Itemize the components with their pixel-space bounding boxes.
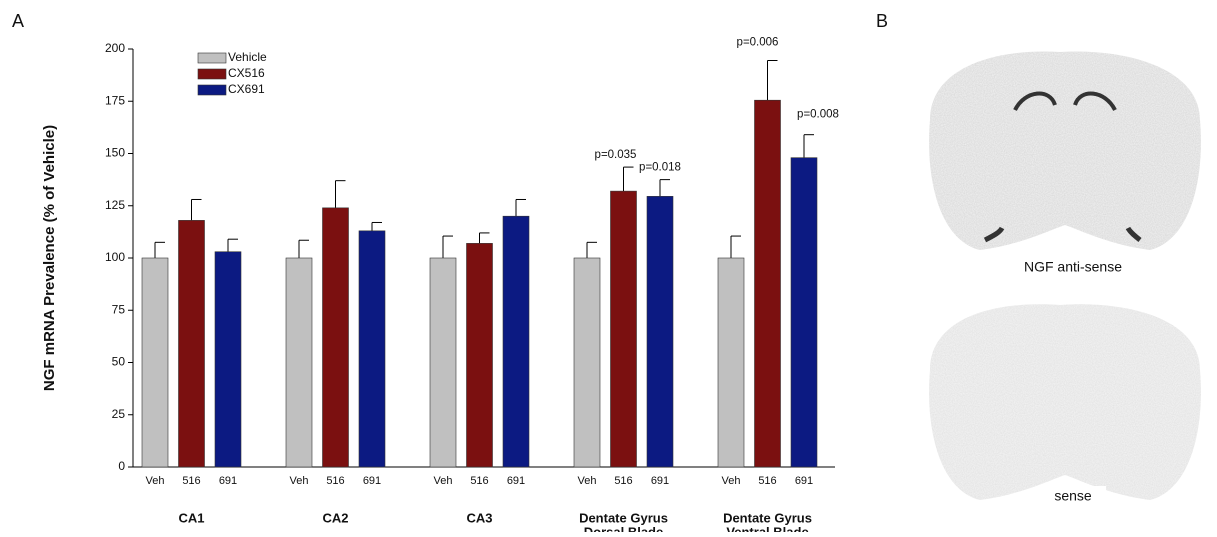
brain-texture: [929, 304, 1201, 500]
bar-label: Veh: [290, 475, 309, 487]
bar: [647, 196, 673, 467]
legend-label: CX516: [228, 66, 265, 80]
legend-swatch: [198, 85, 226, 95]
x-category-label: CA3: [466, 510, 492, 525]
legend-swatch: [198, 69, 226, 79]
bar: [179, 220, 205, 467]
bar-label: Veh: [146, 475, 165, 487]
annotation: p=0.006: [737, 37, 779, 49]
y-tick-label: 0: [118, 459, 125, 473]
bar-label: 516: [326, 475, 344, 487]
y-tick-label: 50: [112, 355, 126, 369]
x-category-label: Dentate Gyrus: [723, 510, 812, 525]
figure: A B NGF mRNA Prevalence (% of Vehicle) N…: [0, 0, 1217, 532]
x-category-label: CA1: [178, 510, 204, 525]
bar: [286, 258, 312, 467]
annotation: p=0.018: [639, 162, 681, 174]
image-caption: NGF anti-sense: [1024, 259, 1122, 275]
y-axis-title: NGF mRNA Prevalence (% of Vehicle): [41, 125, 58, 391]
annotation: p=0.008: [797, 109, 839, 121]
bar: [359, 231, 385, 467]
x-category-label: Dentate Gyrus: [579, 510, 668, 525]
legend-label: CX691: [228, 82, 265, 96]
bar: [574, 258, 600, 467]
y-tick-label: 175: [105, 93, 125, 107]
y-tick-label: 200: [105, 41, 125, 55]
y-tick-label: 100: [105, 250, 125, 264]
bar: [503, 216, 529, 467]
x-category-label: Dorsal Blade: [584, 524, 663, 532]
bar: [323, 208, 349, 467]
bar-label: Veh: [578, 475, 597, 487]
page: A B NGF mRNA Prevalence (% of Vehicle) N…: [0, 0, 1217, 537]
bar-label: 691: [507, 475, 525, 487]
annotation: p=0.035: [595, 149, 637, 161]
bar: [755, 100, 781, 467]
bar: [718, 258, 744, 467]
x-category-label: Ventral Blade: [726, 524, 808, 532]
bar-label: 516: [614, 475, 632, 487]
y-tick-label: 75: [112, 302, 126, 316]
bar: [467, 243, 493, 467]
bar-label: 516: [758, 475, 776, 487]
panel-label: A: [12, 11, 24, 31]
bar-label: 516: [470, 475, 488, 487]
bar: [791, 158, 817, 467]
legend-swatch: [198, 53, 226, 63]
bar-label: 516: [182, 475, 200, 487]
brain-texture: [929, 52, 1201, 250]
image-caption: sense: [1054, 488, 1092, 504]
x-category-label: CA2: [322, 510, 348, 525]
y-tick-label: 125: [105, 198, 125, 212]
bar-label: 691: [795, 475, 813, 487]
bar-label: 691: [651, 475, 669, 487]
bar: [611, 191, 637, 467]
bar-label: 691: [363, 475, 381, 487]
bar: [215, 252, 241, 467]
bar-label: Veh: [434, 475, 453, 487]
brain-image: [929, 52, 1201, 250]
y-tick-label: 150: [105, 146, 125, 160]
bar-label: Veh: [722, 475, 741, 487]
bar-label: 691: [219, 475, 237, 487]
brain-image: [929, 304, 1201, 500]
legend-label: Vehicle: [228, 50, 267, 64]
bar: [142, 258, 168, 467]
panel-label: B: [876, 11, 888, 31]
bar: [430, 258, 456, 467]
y-tick-label: 25: [112, 407, 126, 421]
